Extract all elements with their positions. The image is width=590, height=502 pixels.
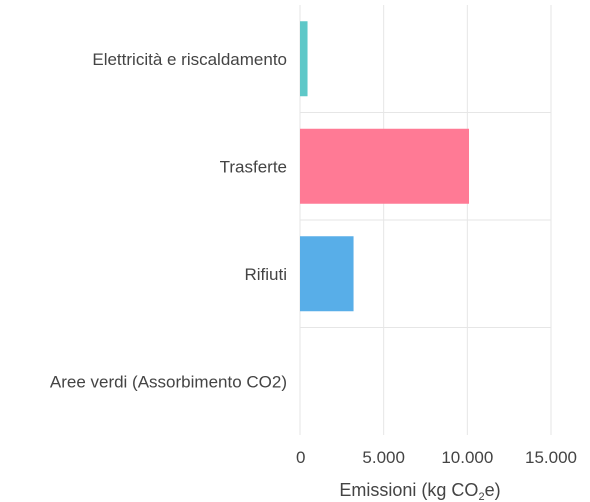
bar-1[interactable]: [300, 128, 470, 204]
x-axis-title-end: e): [485, 480, 501, 500]
x-tick-label-2: 10.000: [441, 448, 493, 467]
category-label-3: Aree verdi (Assorbimento CO2): [50, 372, 287, 391]
bar-0[interactable]: [300, 21, 308, 97]
category-label-0: Elettricità e riscaldamento: [92, 50, 287, 69]
x-axis-title: Emissioni (kg CO2e): [339, 480, 500, 502]
gridlines: [299, 5, 552, 435]
category-label-2: Rifiuti: [244, 265, 287, 284]
bars: [300, 21, 470, 312]
x-axis-title-main: Emissioni (kg CO: [339, 480, 478, 500]
bar-2[interactable]: [300, 236, 354, 312]
x-axis-title-subscript: 2: [478, 491, 484, 502]
category-label-1: Trasferte: [220, 157, 287, 176]
x-tick-label-1: 5.000: [362, 448, 405, 467]
x-tick-labels: 0 5.000 10.000 15.000: [296, 448, 577, 467]
x-tick-label-0: 0: [296, 448, 305, 467]
category-labels: Elettricità e riscaldamento Trasferte Rifi…: [50, 50, 287, 392]
x-tick-label-3: 15.000: [525, 448, 577, 467]
